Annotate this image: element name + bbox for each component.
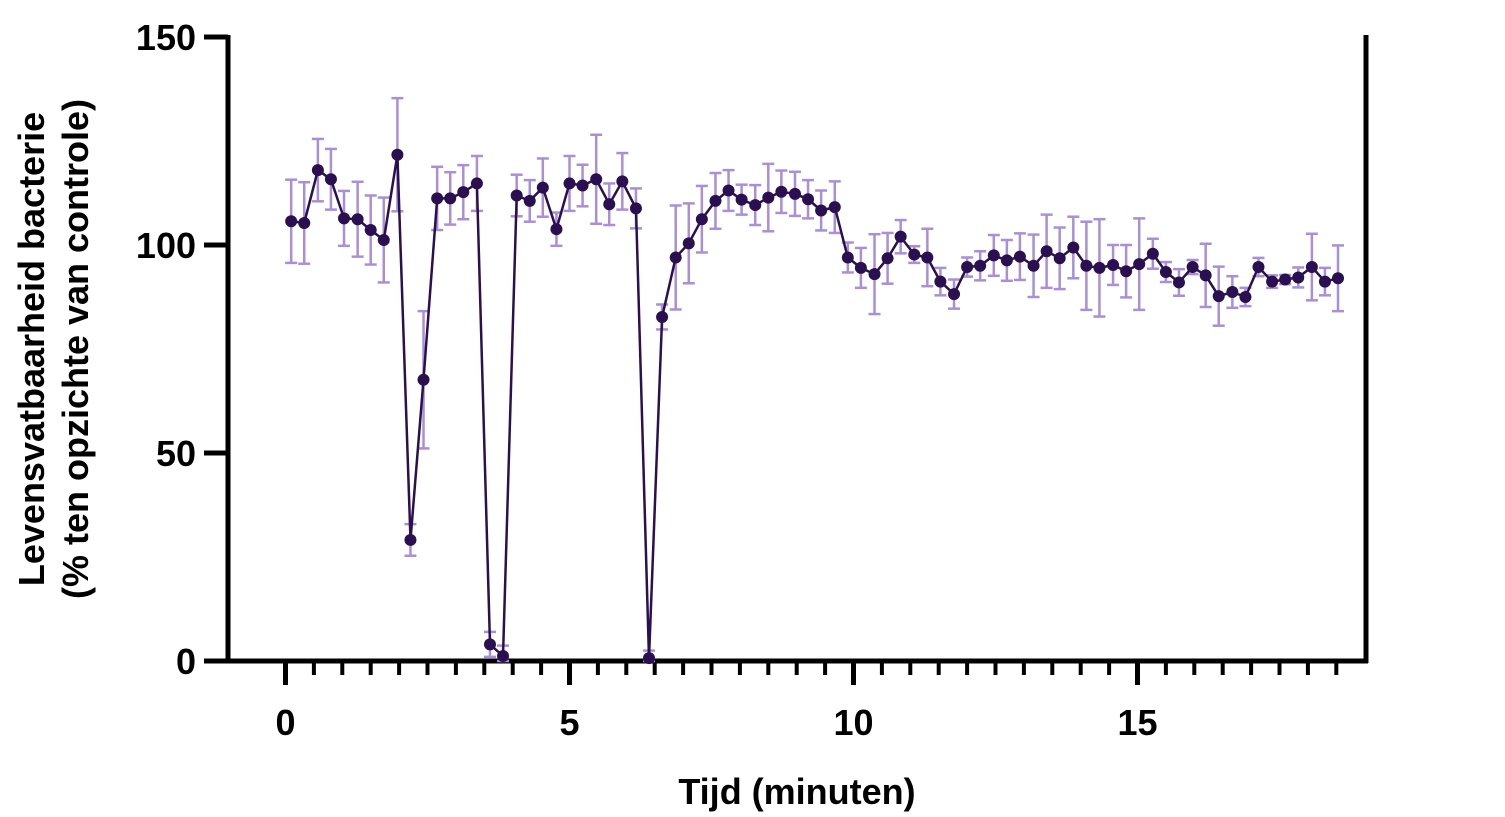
data-point (391, 148, 404, 161)
data-point (510, 189, 523, 202)
data-markers (285, 148, 1345, 665)
data-point (457, 186, 470, 199)
data-point (338, 212, 351, 225)
data-point (948, 288, 961, 301)
data-point (987, 249, 1000, 262)
data-point (1053, 252, 1066, 265)
data-point (523, 194, 536, 207)
data-point (1279, 273, 1292, 286)
data-point (934, 275, 947, 288)
data-point (311, 164, 324, 177)
data-point (1080, 259, 1093, 272)
data-point (1186, 261, 1199, 274)
data-point (1146, 247, 1159, 260)
tick-labels: 0 50 100 150 0 5 10 15 (136, 17, 1158, 743)
data-point (881, 252, 894, 265)
data-point (894, 230, 907, 243)
data-point (351, 213, 364, 226)
data-point (1305, 261, 1318, 274)
data-point (1226, 286, 1239, 299)
data-point (815, 204, 828, 217)
data-point (722, 184, 735, 197)
y-tick-label: 50 (156, 433, 196, 474)
data-point (483, 638, 496, 651)
data-point (775, 185, 788, 198)
y-axis-label-line1: Levensvatbaarheid bacterie (11, 112, 52, 586)
data-point (1332, 272, 1345, 285)
data-point (590, 173, 603, 186)
data-point (709, 194, 722, 207)
x-tick-label: 5 (559, 702, 579, 743)
data-point (417, 373, 430, 386)
data-point (669, 251, 682, 264)
data-point (1199, 269, 1212, 282)
data-point (1133, 258, 1146, 271)
data-point (1093, 261, 1106, 274)
data-point (1120, 265, 1133, 278)
x-tick-label: 15 (1117, 702, 1157, 743)
y-tick-label: 150 (136, 17, 196, 58)
x-tick-label: 10 (833, 702, 873, 743)
data-point (961, 261, 974, 274)
data-point (536, 181, 549, 194)
data-point (749, 199, 762, 212)
data-point (576, 179, 589, 192)
data-point (285, 215, 298, 228)
data-point (802, 193, 815, 206)
data-point (377, 234, 390, 247)
data-point (431, 192, 444, 205)
data-point (470, 177, 483, 190)
data-point (364, 224, 377, 237)
data-point (497, 650, 510, 663)
x-tick-label: 0 (275, 702, 295, 743)
data-point (695, 213, 708, 226)
data-point (841, 251, 854, 264)
series-line (291, 153, 1339, 660)
y-axis-label-line2: (% ten opzichte van controle) (55, 99, 96, 599)
data-point (868, 268, 881, 281)
data-point (563, 177, 576, 190)
x-axis-label: Tijd (minuten) (678, 771, 915, 812)
data-point (1318, 275, 1331, 288)
y-tick-label: 100 (136, 225, 196, 266)
data-point (643, 652, 656, 665)
y-tick-label: 0 (176, 641, 196, 682)
data-point (444, 192, 457, 205)
data-point (1067, 241, 1080, 254)
data-point (1000, 254, 1013, 267)
data-point (1159, 266, 1172, 279)
data-point (1107, 258, 1120, 271)
data-point (735, 193, 748, 206)
data-point (921, 251, 934, 264)
data-point (828, 201, 841, 214)
data-point (762, 191, 775, 204)
data-point (550, 223, 563, 236)
data-point (656, 310, 669, 323)
data-point (603, 198, 616, 211)
series-polyline (291, 153, 1339, 660)
data-point (1013, 250, 1026, 263)
data-point (682, 237, 695, 250)
data-point (616, 175, 629, 188)
error-bars (285, 96, 1345, 663)
data-point (324, 173, 337, 186)
data-point (1027, 259, 1040, 272)
data-point (908, 248, 921, 261)
data-point (1172, 276, 1185, 289)
data-point (1292, 271, 1305, 284)
data-point (1040, 245, 1053, 258)
axes (204, 34, 1369, 685)
data-point (404, 533, 417, 546)
data-point (788, 187, 801, 200)
data-point (974, 259, 987, 272)
data-point (854, 261, 867, 274)
data-point (1252, 261, 1265, 274)
data-point (1266, 275, 1279, 288)
data-point (298, 216, 311, 229)
data-point (629, 202, 642, 215)
data-point (1212, 290, 1225, 303)
data-point (1239, 291, 1252, 303)
